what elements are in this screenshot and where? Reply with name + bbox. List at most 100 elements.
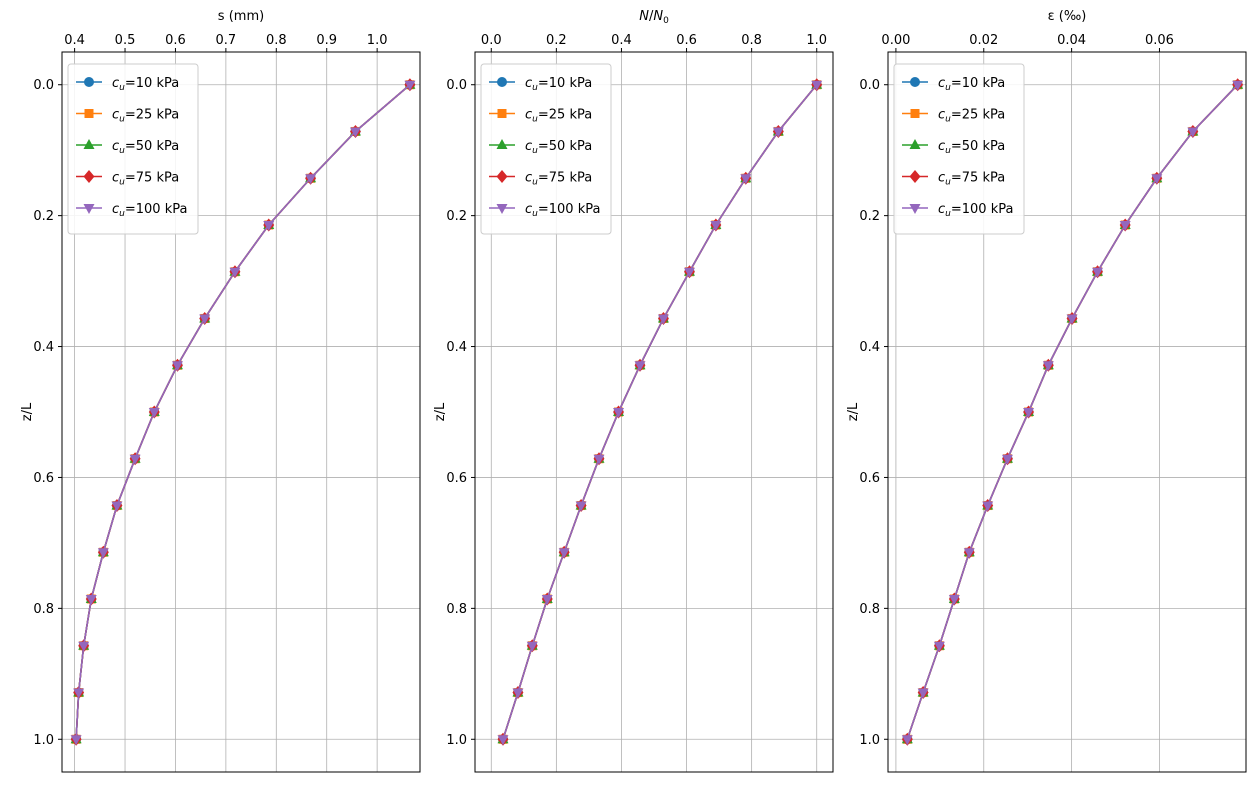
legend-entry: cu=75 kPa bbox=[489, 170, 592, 188]
legend-entry: cu=100 kPa bbox=[902, 202, 1013, 219]
legend-marker bbox=[909, 170, 921, 183]
data-point bbox=[613, 408, 625, 418]
x-tick-label: 0.8 bbox=[741, 33, 762, 48]
data-point bbox=[85, 595, 97, 606]
data-point bbox=[982, 501, 994, 512]
data-point bbox=[148, 408, 160, 418]
y-tick-label: 1.0 bbox=[859, 733, 880, 748]
x-tick-label: 0.0 bbox=[481, 33, 502, 48]
legend-entry: cu=100 kPa bbox=[489, 202, 600, 219]
legend: cu=10 kPa cu=25 kPa cu=50 kPa cu=75 kPa cu=1… bbox=[893, 63, 1025, 235]
legend-entry: cu=75 kPa bbox=[76, 170, 179, 188]
y-tick-label: 0.0 bbox=[446, 78, 467, 93]
data-point bbox=[1042, 361, 1054, 372]
legend-marker bbox=[496, 139, 508, 149]
legend-label: cu=50 kPa bbox=[112, 139, 179, 156]
data-point bbox=[963, 548, 975, 559]
y-tick-label: 0.6 bbox=[33, 471, 54, 486]
data-point bbox=[634, 361, 646, 372]
data-point bbox=[575, 501, 587, 512]
legend-label: cu=10 kPa bbox=[525, 76, 592, 93]
data-point bbox=[512, 688, 524, 699]
legend-marker bbox=[909, 139, 921, 149]
legend-entry: cu=100 kPa bbox=[76, 202, 187, 219]
data-point bbox=[917, 688, 929, 699]
series-5 bbox=[497, 80, 823, 746]
y-tick-label: 1.0 bbox=[446, 733, 467, 748]
data-point bbox=[349, 127, 361, 138]
legend-marker bbox=[497, 77, 507, 87]
data-point bbox=[497, 735, 509, 746]
series-5 bbox=[70, 80, 416, 746]
data-point bbox=[78, 641, 90, 652]
x-tick-label: 0.00 bbox=[881, 33, 910, 48]
legend-box bbox=[480, 63, 612, 235]
x-tick-label: 0.4 bbox=[611, 33, 632, 48]
legend-box bbox=[893, 63, 1025, 235]
legend-label: cu=50 kPa bbox=[525, 139, 592, 156]
x-tick-label: 0.02 bbox=[969, 33, 998, 48]
data-point bbox=[263, 220, 275, 231]
data-point bbox=[70, 735, 82, 746]
y-tick-label: 0.2 bbox=[859, 209, 880, 224]
data-point bbox=[404, 80, 416, 91]
data-point bbox=[811, 80, 823, 91]
legend-marker bbox=[909, 204, 921, 214]
y-tick-label: 0.4 bbox=[33, 340, 54, 355]
data-point bbox=[229, 267, 241, 278]
x-tick-label: 0.6 bbox=[165, 33, 186, 48]
y-tick-label: 0.2 bbox=[33, 209, 54, 224]
data-point bbox=[657, 314, 669, 325]
data-point bbox=[73, 688, 85, 699]
y-tick-label: 0.4 bbox=[859, 340, 880, 355]
legend-marker bbox=[84, 109, 94, 118]
data-point bbox=[111, 501, 123, 512]
data-point bbox=[541, 595, 553, 606]
data-point bbox=[558, 548, 570, 559]
legend-entry: cu=25 kPa bbox=[902, 108, 1005, 125]
legend-marker bbox=[83, 204, 95, 214]
x-tick-label: 1.0 bbox=[367, 33, 388, 48]
x-tick-label: 0.6 bbox=[676, 33, 697, 48]
data-point bbox=[129, 454, 141, 465]
legend-label: cu=25 kPa bbox=[938, 108, 1005, 125]
legend: cu=10 kPa cu=25 kPa cu=50 kPa cu=75 kPa cu=1… bbox=[480, 63, 612, 235]
legend-label: cu=10 kPa bbox=[938, 76, 1005, 93]
data-point bbox=[1001, 454, 1013, 465]
legend-entry: cu=10 kPa bbox=[489, 76, 592, 93]
legend-entry: cu=50 kPa bbox=[902, 139, 1005, 156]
data-point bbox=[933, 641, 945, 652]
y-tick-label: 0.2 bbox=[446, 209, 467, 224]
y-tick-label: 0.8 bbox=[859, 602, 880, 617]
y-tick-label: 0.6 bbox=[859, 471, 880, 486]
y-tick-label: 0.4 bbox=[446, 340, 467, 355]
data-point bbox=[1151, 174, 1163, 185]
legend-entry: cu=10 kPa bbox=[902, 76, 1005, 93]
data-point bbox=[1119, 220, 1131, 231]
x-tick-label: 0.5 bbox=[115, 33, 136, 48]
data-point bbox=[901, 735, 913, 746]
axes-frame bbox=[474, 51, 834, 773]
legend-marker bbox=[83, 139, 95, 149]
y-tick-label: 0.0 bbox=[33, 78, 54, 93]
chart-panel-2: 0.0 0.2 0.4 0.6 0.8 1.0 0.0 0.2 0.4 0.6 0.8 1.0 N/N0… bbox=[433, 9, 834, 773]
data-point bbox=[97, 548, 109, 559]
legend-marker bbox=[496, 204, 508, 214]
legend-label: cu=75 kPa bbox=[525, 171, 592, 188]
legend-label: cu=25 kPa bbox=[112, 108, 179, 125]
axes-frame bbox=[61, 51, 421, 773]
legend-label: cu=50 kPa bbox=[938, 139, 1005, 156]
series-5 bbox=[901, 80, 1244, 746]
legend-label: cu=75 kPa bbox=[938, 171, 1005, 188]
legend-box bbox=[67, 63, 199, 235]
legend-entry: cu=50 kPa bbox=[489, 139, 592, 156]
data-point bbox=[1092, 267, 1104, 278]
x-tick-label: 0.2 bbox=[546, 33, 567, 48]
x-tick-label: 0.7 bbox=[216, 33, 237, 48]
legend-label: cu=25 kPa bbox=[525, 108, 592, 125]
y-axis-label: z/L bbox=[433, 402, 448, 421]
legend-label: cu=10 kPa bbox=[112, 76, 179, 93]
x-tick-label: 0.9 bbox=[316, 33, 337, 48]
legend-marker bbox=[496, 170, 508, 183]
